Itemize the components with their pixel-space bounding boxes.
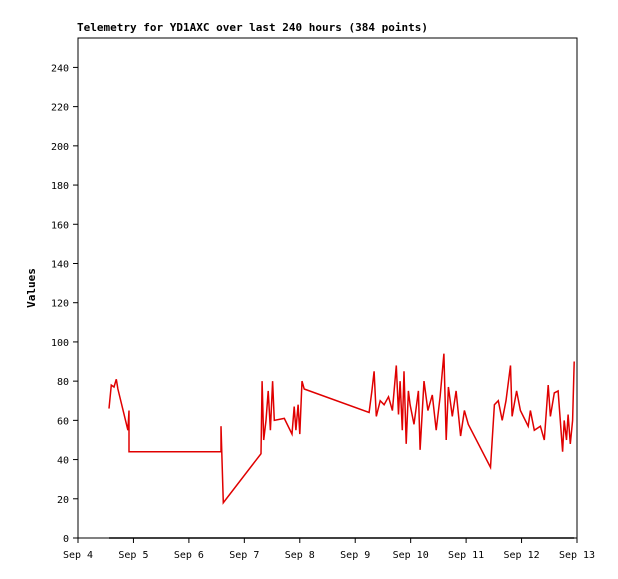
y-tick-label: 160	[51, 220, 69, 231]
y-tick-label: 60	[57, 416, 69, 427]
y-tick-label: 180	[51, 181, 69, 192]
x-tick-label: Sep 13	[559, 550, 595, 561]
x-tick-label: Sep 8	[285, 550, 315, 561]
x-tick-label: Sep 10	[393, 550, 429, 561]
y-tick-label: 40	[57, 456, 69, 467]
y-tick-label: 0	[63, 534, 69, 545]
y-axis-label: Values	[25, 268, 38, 308]
y-tick-label: 120	[51, 299, 69, 310]
x-tick-label: Sep 5	[118, 550, 148, 561]
y-tick-label: 100	[51, 338, 69, 349]
x-tick-label: Sep 9	[340, 550, 370, 561]
x-tick-label: Sep 6	[174, 550, 204, 561]
y-tick-label: 20	[57, 495, 69, 506]
x-tick-label: Sep 11	[448, 550, 484, 561]
chart-title: Telemetry for YD1AXC over last 240 hours…	[77, 21, 428, 34]
x-tick-label: Sep 12	[503, 550, 539, 561]
series-line	[108, 353, 575, 505]
y-tick-label: 80	[57, 377, 69, 388]
y-tick-label: 240	[51, 63, 69, 74]
x-tick-label: Sep 7	[229, 550, 259, 561]
plot-frame	[77, 37, 578, 539]
y-tick-label: 220	[51, 103, 69, 114]
x-tick-label: Sep 4	[63, 550, 93, 561]
y-tick-label: 140	[51, 259, 69, 270]
y-tick-label: 200	[51, 142, 69, 153]
